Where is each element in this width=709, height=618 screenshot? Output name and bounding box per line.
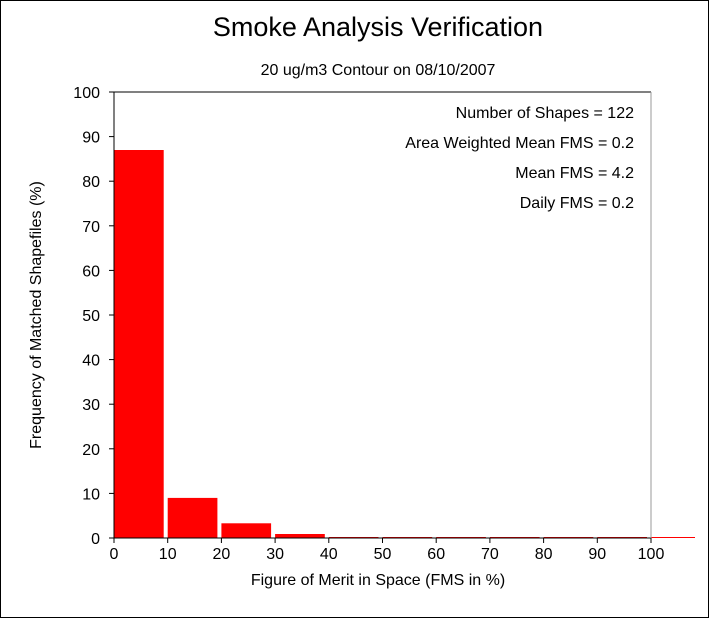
histogram-bar <box>275 534 325 538</box>
histogram-bar <box>167 497 218 538</box>
x-tick-label: 30 <box>266 546 284 563</box>
y-tick-label: 40 <box>82 353 100 370</box>
y-tick-label: 0 <box>91 531 100 548</box>
x-ticks-group: 0 10 20 30 40 50 60 70 80 90 100 <box>110 538 665 563</box>
stat-annotation: Number of Shapes = 122 <box>456 105 634 122</box>
y-ticks-group: 0 10 20 30 40 50 60 70 80 90 100 <box>73 85 114 548</box>
chart-subtitle: 20 ug/m3 Contour on 08/10/2007 <box>261 62 496 79</box>
y-tick-label: 100 <box>73 85 100 102</box>
x-tick-label: 100 <box>638 546 665 563</box>
chart-title: Smoke Analysis Verification <box>213 12 543 42</box>
x-tick-label: 10 <box>159 546 177 563</box>
stat-annotation: Mean FMS = 4.2 <box>515 165 634 182</box>
y-tick-label: 50 <box>82 308 100 325</box>
axes-group <box>113 91 652 539</box>
stat-annotation: Area Weighted Mean FMS = 0.2 <box>405 135 634 152</box>
histogram-bar <box>114 150 164 538</box>
x-axis-label: Figure of Merit in Space (FMS in %) <box>251 572 505 589</box>
histogram-bar <box>651 537 695 538</box>
y-tick-label: 60 <box>82 263 100 280</box>
y-tick-label: 10 <box>82 486 100 503</box>
x-tick-label: 80 <box>535 546 553 563</box>
x-tick-label: 70 <box>481 546 499 563</box>
x-tick-label: 50 <box>374 546 392 563</box>
bars-group <box>114 150 695 538</box>
y-tick-label: 90 <box>82 130 100 147</box>
y-axis-label: Frequency of Matched Shapefiles (%) <box>28 181 45 449</box>
y-tick-label: 70 <box>82 219 100 236</box>
y-tick-label: 30 <box>82 397 100 414</box>
x-tick-label: 60 <box>427 546 445 563</box>
histogram-bar <box>221 523 272 538</box>
x-tick-label: 0 <box>110 546 119 563</box>
x-tick-label: 20 <box>213 546 231 563</box>
stat-annotation: Daily FMS = 0.2 <box>520 195 634 212</box>
x-tick-label: 40 <box>320 546 338 563</box>
annotations-group: Number of Shapes = 122 Area Weighted Mean… <box>405 105 634 212</box>
x-tick-label: 90 <box>588 546 606 563</box>
y-tick-label: 20 <box>82 442 100 459</box>
y-tick-label: 80 <box>82 174 100 191</box>
